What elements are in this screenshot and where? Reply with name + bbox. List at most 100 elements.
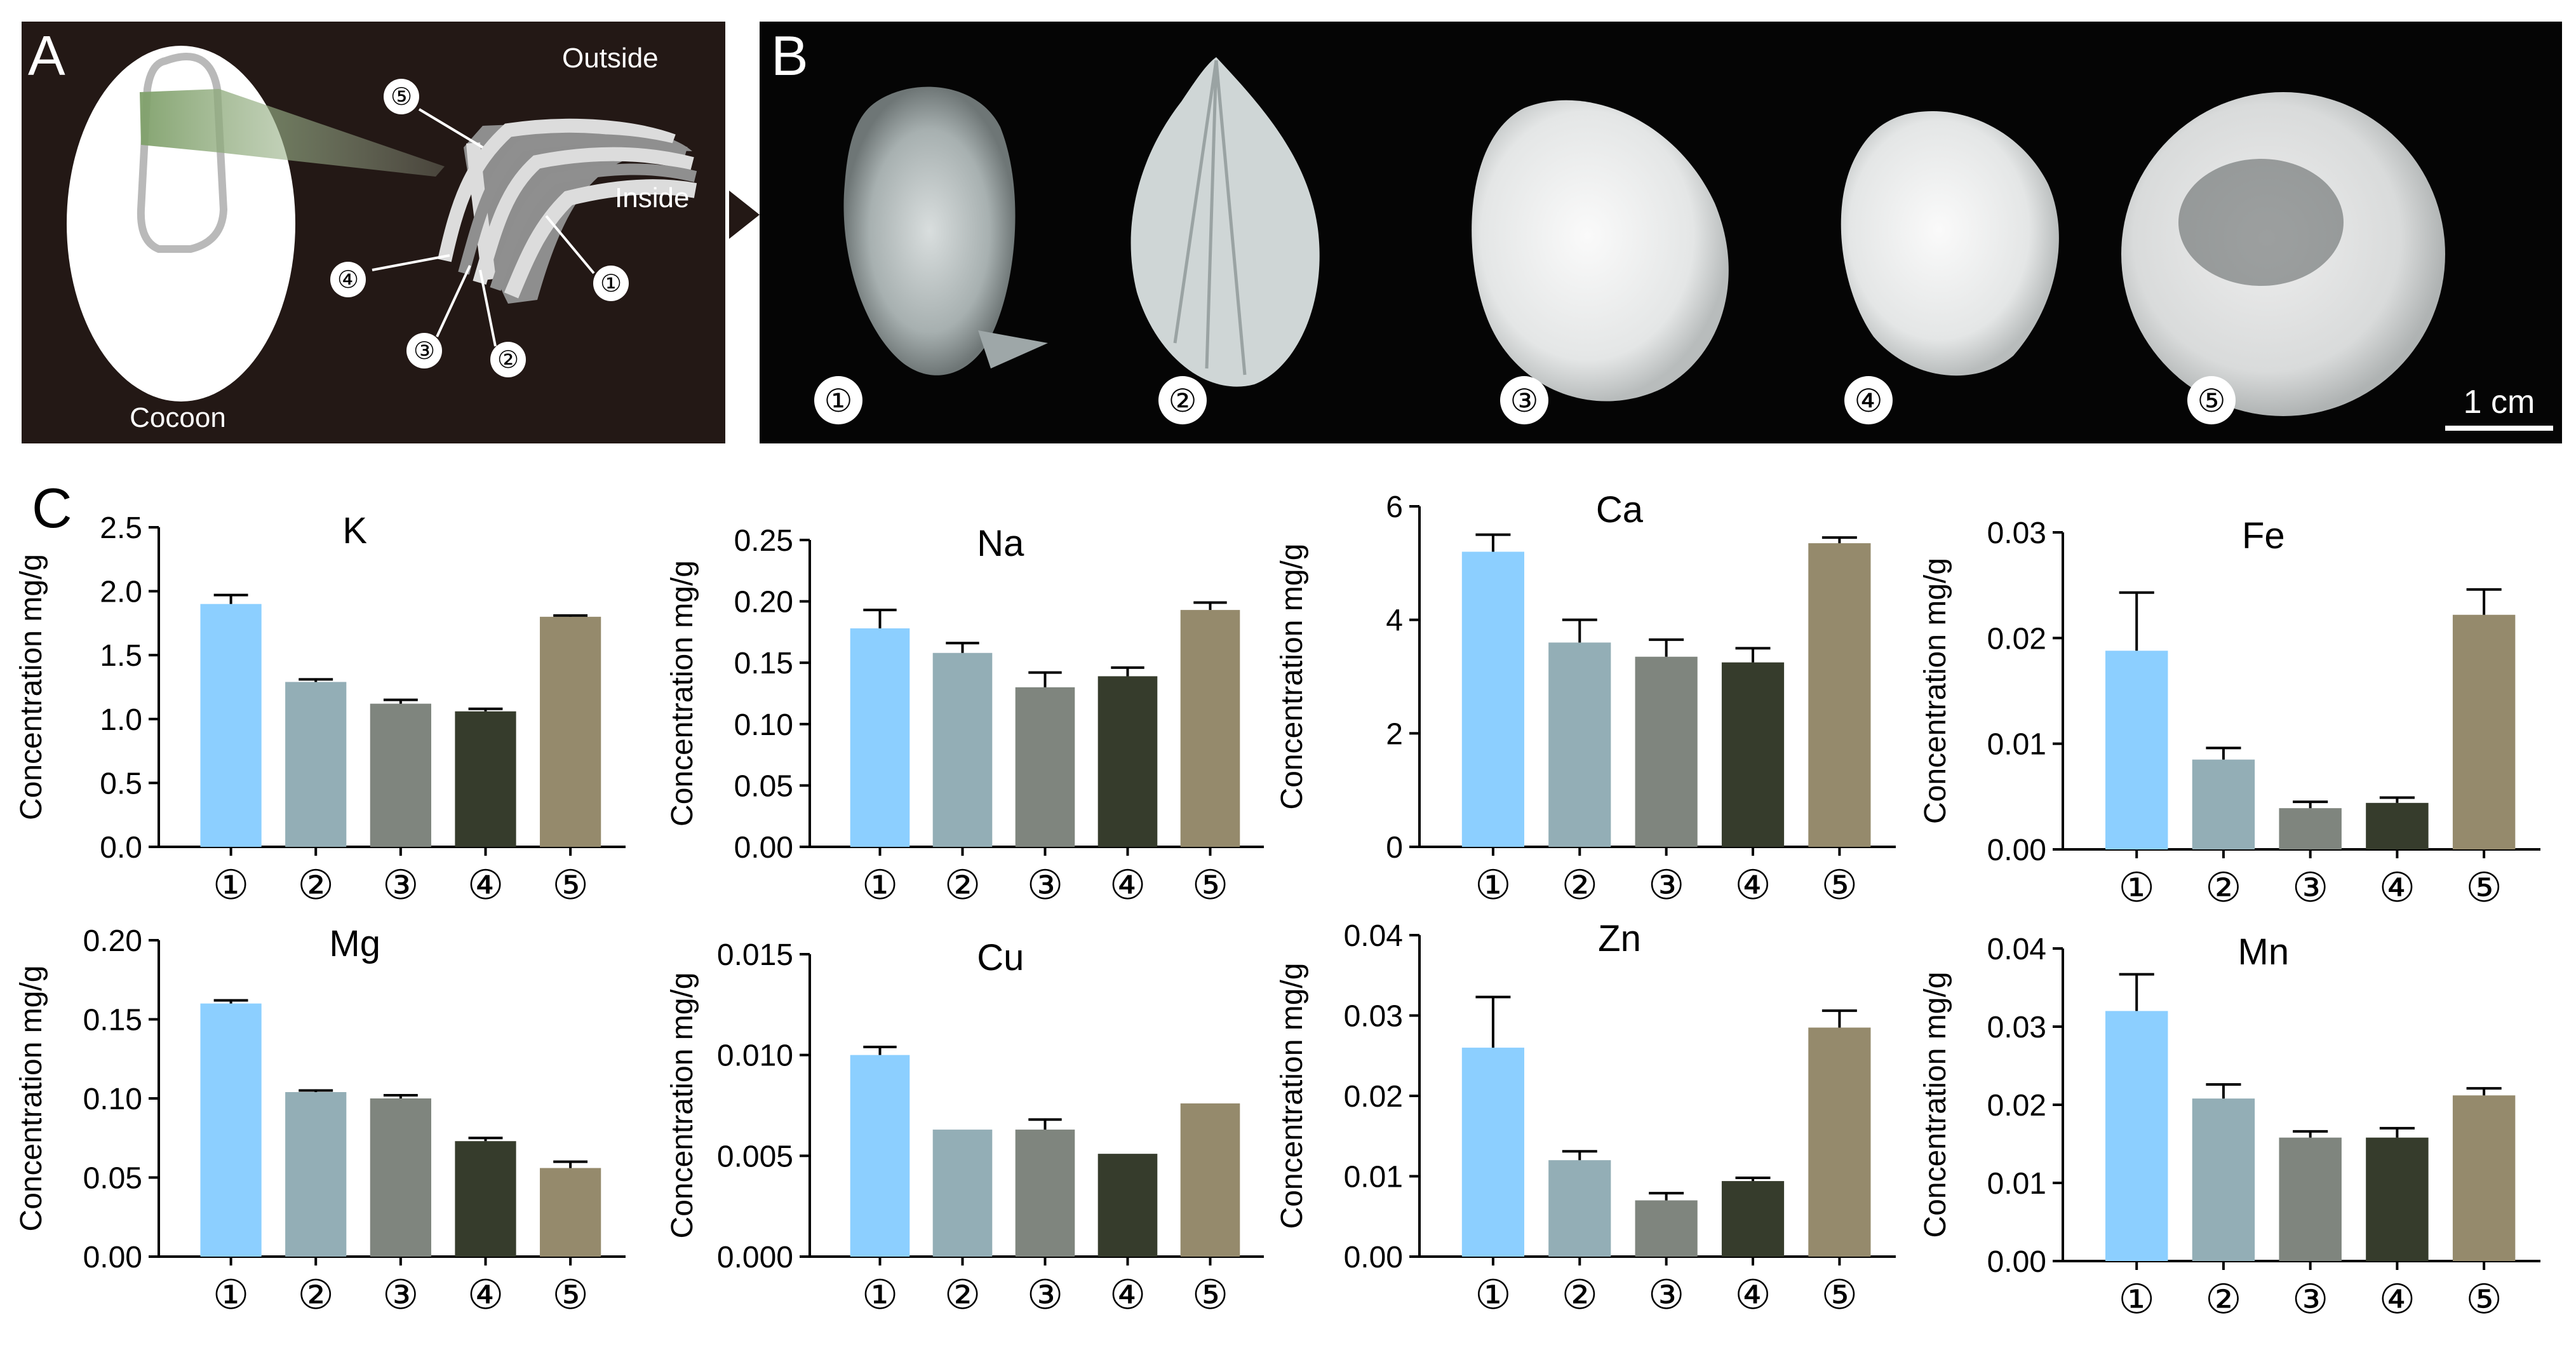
sample-marker-4: ④: [1844, 376, 1893, 424]
panel-b: B ① ② ③ ④ ⑤: [729, 22, 2562, 443]
svg-text:⑤: ⑤: [2197, 383, 2226, 419]
scale-bar-label: 1 cm: [2464, 384, 2535, 421]
chart-ca: 0 2 4 6 Concentration mg/g Ca ① ② ③ ④ ⑤: [1275, 489, 1896, 908]
x-tick-label-1: ①: [1475, 1272, 1511, 1318]
bar-2: [285, 682, 347, 847]
chart-na: 0.00 0.05 0.10 0.15 0.20 0.25 Concentration mg…: [666, 523, 1264, 908]
layer-leader-lines: [372, 108, 595, 347]
x-tick-label-5: ⑤: [1192, 862, 1228, 908]
y-tick-label: 0.01: [1344, 1161, 1403, 1194]
outside-label: Outside: [562, 43, 659, 74]
chart-title: K: [342, 510, 367, 551]
y-tick-label: 0.15: [734, 647, 793, 680]
bar-1: [850, 1055, 910, 1257]
x-tick-label-4: ④: [1110, 862, 1146, 908]
x-tick-label-3: ③: [382, 862, 419, 908]
bar-3: [1635, 656, 1698, 847]
layer-marker-5: ⑤: [384, 79, 419, 114]
y-tick-label: 0.10: [83, 1083, 142, 1116]
bar-1: [850, 628, 910, 847]
bar-5: [2452, 614, 2516, 849]
x-tick-label-2: ②: [944, 1272, 981, 1318]
y-tick-label: 4: [1386, 604, 1403, 638]
bar-2: [285, 1092, 347, 1257]
chart-mn: 0.00 0.01 0.02 0.03 0.04 Concentration mg/g Mn…: [1919, 931, 2540, 1322]
bar-4: [1097, 1154, 1158, 1257]
x-tick-label-5: ⑤: [2465, 865, 2502, 910]
bar-5: [2452, 1095, 2516, 1261]
y-axis-label: Concentration mg/g: [666, 560, 699, 827]
chart-mg: 0.00 0.05 0.10 0.15 0.20 Concentration mg/g Mg…: [15, 923, 626, 1318]
sample-2-creases: [1173, 60, 1247, 375]
x-tick-label-1: ①: [2119, 865, 2155, 910]
y-tick-label: 0.00: [1987, 1245, 2046, 1279]
y-tick-label: 0.000: [717, 1241, 793, 1274]
bar-3: [370, 703, 431, 847]
chart-title: Na: [977, 523, 1024, 564]
bar-1: [1461, 1048, 1524, 1257]
svg-text:②: ②: [1169, 383, 1197, 419]
x-tick-label-1: ①: [862, 862, 898, 908]
layer-marker-4: ④: [330, 262, 366, 297]
sample-5-hole: [2178, 159, 2344, 286]
x-tick-label-1: ①: [1475, 862, 1511, 908]
y-tick-label: 0.05: [83, 1162, 142, 1196]
y-tick-label: 1.0: [100, 703, 142, 737]
y-axis-label: Concentration mg/g: [1275, 963, 1309, 1229]
y-tick-label: 0.05: [734, 769, 793, 803]
y-tick-label: 0.0: [100, 831, 142, 865]
y-tick-label: 2.0: [100, 576, 142, 609]
svg-text:⑤: ⑤: [391, 84, 412, 111]
y-tick-label: 0.00: [83, 1241, 142, 1274]
shell-layers: [438, 118, 697, 304]
y-axis-label: Concentration mg/g: [1919, 558, 1952, 824]
chart-fe: 0.00 0.01 0.02 0.03 Concentration mg/g Fe ① ② ③ ④…: [1919, 515, 2540, 910]
sample-marker-5: ⑤: [2187, 376, 2236, 424]
x-tick-label-3: ③: [2292, 865, 2328, 910]
bar-3: [1015, 1130, 1075, 1257]
cocoon-section-beam: [140, 89, 445, 177]
x-tick-label-3: ③: [1027, 1272, 1063, 1318]
cocoon-section-outline: [137, 53, 228, 253]
bar-5: [1180, 610, 1240, 847]
y-tick-label: 0.03: [1987, 516, 2046, 550]
y-tick-label: 0: [1386, 831, 1403, 865]
x-tick-label-4: ④: [467, 862, 504, 908]
bar-1: [200, 604, 262, 847]
layer-marker-2: ②: [490, 342, 526, 377]
x-tick-label-3: ③: [1648, 1272, 1684, 1318]
y-tick-label: 0.5: [100, 767, 142, 800]
y-tick-label: 0.010: [717, 1039, 793, 1073]
y-axis-label: Concentration mg/g: [1275, 544, 1309, 810]
bar-4: [2366, 1137, 2429, 1261]
y-tick-label: 1.5: [100, 639, 142, 673]
svg-text:①: ①: [600, 271, 622, 297]
x-tick-label-4: ④: [1734, 1272, 1771, 1318]
bar-4: [1721, 662, 1785, 847]
chart-title: Ca: [1596, 489, 1644, 530]
sample-marker-2: ②: [1158, 376, 1207, 424]
x-tick-label-2: ②: [2205, 865, 2241, 910]
x-tick-label-1: ①: [862, 1272, 898, 1318]
y-tick-label: 0.03: [1344, 1000, 1403, 1034]
y-tick-label: 0.03: [1987, 1011, 2046, 1044]
bar-1: [200, 1003, 262, 1257]
sample-4-photo: [1841, 111, 2059, 376]
y-tick-label: 0.00: [1344, 1241, 1403, 1274]
bar-4: [1721, 1181, 1785, 1257]
x-tick-label-4: ④: [467, 1272, 504, 1318]
y-tick-label: 0.00: [1987, 834, 2046, 867]
x-tick-label-5: ⑤: [1821, 862, 1858, 908]
bar-5: [540, 616, 601, 847]
chart-k: 0.0 0.5 1.0 1.5 2.0 2.5 Concentration mg/g K ① ② ③…: [15, 510, 626, 908]
y-tick-label: 0.15: [83, 1004, 142, 1037]
y-axis-label: Concentration mg/g: [1919, 972, 1952, 1238]
cocoon-label: Cocoon: [130, 402, 226, 433]
y-tick-label: 0.25: [734, 524, 793, 558]
svg-text:③: ③: [413, 338, 435, 365]
y-tick-label: 0.01: [1987, 728, 2046, 762]
chart-title: Cu: [977, 937, 1024, 978]
bar-2: [1548, 1160, 1611, 1257]
x-tick-label-2: ②: [298, 1272, 334, 1318]
x-tick-label-1: ①: [213, 862, 249, 908]
